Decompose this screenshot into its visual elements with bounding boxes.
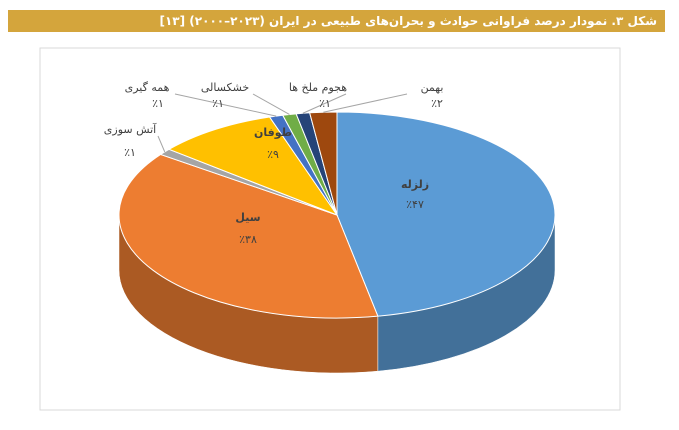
leader-line bbox=[174, 93, 277, 117]
slice-label: بهمن bbox=[421, 81, 444, 94]
slice-label: هجوم ملخ ها bbox=[289, 81, 347, 94]
leader-line bbox=[252, 93, 290, 115]
value-label: ٪۳۸ bbox=[239, 233, 257, 246]
slice bbox=[167, 116, 339, 217]
leader-line bbox=[323, 93, 408, 113]
slice-label: سیل bbox=[235, 211, 260, 224]
value-label: ٪۲ bbox=[431, 97, 443, 110]
value-label: ٪۹ bbox=[267, 148, 279, 161]
slice bbox=[118, 153, 379, 319]
chart-frame bbox=[39, 47, 621, 411]
slice bbox=[309, 111, 338, 216]
slice-label: زلزله bbox=[401, 178, 429, 191]
slice-label: طوفان bbox=[254, 126, 292, 139]
slice bbox=[336, 111, 556, 317]
value-label: ٪۱ bbox=[212, 97, 224, 110]
chart-title: شکل ۳. نمودار درصد فراوانی حوادث و بحران… bbox=[8, 10, 665, 32]
leader-line bbox=[302, 93, 347, 114]
value-label: ٪۱ bbox=[319, 97, 331, 110]
slice-label: خشکسالی bbox=[201, 81, 249, 94]
slice-label: همه گیری bbox=[125, 81, 170, 94]
leader-line bbox=[157, 135, 166, 153]
value-label: ٪۴۷ bbox=[406, 198, 424, 211]
slice-label: آتش سوزی bbox=[104, 122, 157, 136]
value-label: ٪۱ bbox=[152, 97, 164, 110]
value-label: ٪۱ bbox=[124, 146, 136, 159]
